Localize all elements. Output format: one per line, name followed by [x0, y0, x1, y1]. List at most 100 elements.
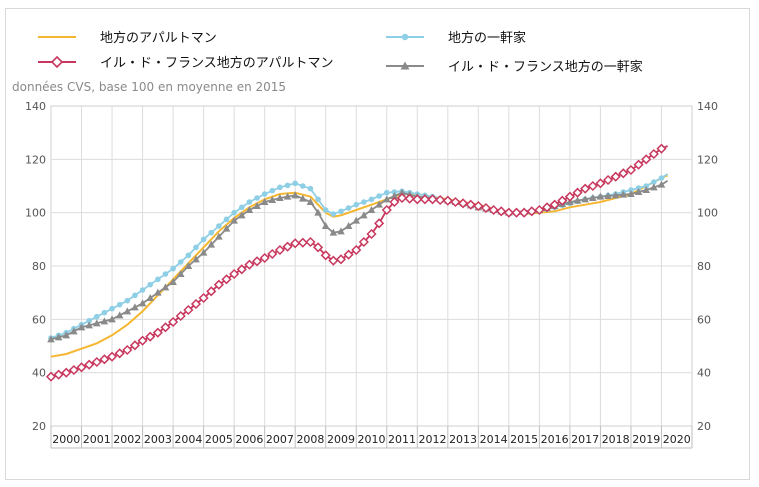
data-point-triangle	[92, 319, 101, 327]
data-point-diamond	[99, 354, 110, 365]
data-point-circle	[345, 205, 352, 211]
data-point-circle	[223, 216, 230, 223]
data-point-diamond	[366, 228, 377, 240]
data-point-circle	[292, 180, 298, 187]
data-point-diamond	[618, 168, 629, 179]
x-tick-label: 2001	[83, 433, 111, 446]
data-point-diamond	[129, 340, 141, 351]
data-point-circle	[330, 211, 337, 217]
data-point-triangle	[299, 194, 307, 202]
data-point-triangle	[382, 195, 391, 203]
data-point-diamond	[419, 194, 430, 205]
data-point-diamond	[251, 256, 263, 267]
data-point-diamond	[137, 335, 148, 346]
data-point-circle	[116, 301, 123, 308]
data-point-triangle	[321, 222, 330, 229]
data-point-triangle	[154, 288, 162, 296]
data-point-diamond	[282, 241, 293, 252]
data-point-diamond	[374, 218, 385, 229]
data-point-diamond	[175, 310, 186, 322]
data-point-triangle	[581, 195, 589, 203]
data-point-circle	[109, 305, 115, 312]
data-point-triangle	[596, 192, 605, 200]
data-point-diamond	[541, 202, 553, 213]
legend-label: 地方のアパルトマン	[100, 31, 217, 46]
data-point-circle	[338, 208, 344, 215]
y-tick-label-right: 80	[697, 260, 711, 273]
legend-item-idf-apartments: イル・ド・フランス地方のアパルトマン	[38, 52, 333, 71]
data-point-diamond	[465, 199, 476, 210]
data-point-diamond	[221, 274, 232, 285]
data-point-triangle	[276, 194, 284, 201]
x-tick-label: 2004	[174, 433, 202, 446]
data-point-diamond	[84, 359, 95, 370]
data-point-circle	[162, 271, 169, 277]
data-point-diamond	[595, 178, 606, 189]
data-point-diamond	[496, 206, 507, 217]
data-point-triangle	[115, 311, 124, 319]
data-point-diamond	[61, 367, 72, 378]
data-point-circle	[391, 189, 398, 195]
data-point-circle	[376, 193, 382, 199]
data-point-diamond	[511, 207, 522, 218]
data-point-triangle	[604, 192, 612, 199]
y-tick-label-left: 100	[25, 207, 46, 220]
data-point-circle	[658, 175, 665, 181]
data-point-triangle	[100, 317, 109, 325]
data-point-diamond	[244, 259, 255, 270]
data-point-diamond	[297, 237, 308, 248]
data-point-circle	[261, 191, 268, 197]
data-point-diamond	[198, 292, 209, 304]
y-tick-label-left: 120	[25, 153, 46, 166]
legend-label: イル・ド・フランス地方のアパルトマン	[100, 56, 334, 71]
data-point-diamond	[335, 254, 347, 265]
data-point-triangle	[344, 222, 353, 229]
x-tick-label: 2015	[510, 433, 538, 446]
data-point-diamond	[76, 362, 87, 373]
x-tick-label: 2018	[602, 433, 630, 446]
data-point-triangle	[138, 299, 147, 307]
data-point-circle	[216, 223, 222, 229]
data-point-diamond	[259, 252, 270, 264]
data-point-triangle	[367, 206, 376, 213]
data-point-triangle	[390, 192, 399, 199]
data-point-triangle	[77, 323, 86, 331]
data-point-circle	[361, 199, 367, 205]
data-point-diamond	[236, 264, 247, 275]
x-tick-label: 2012	[419, 433, 447, 446]
x-tick-label: 2013	[449, 433, 477, 446]
legend-item-idf-houses: イル・ド・フランス地方の一軒家	[386, 56, 643, 75]
data-point-triangle	[62, 331, 71, 339]
data-point-triangle	[352, 216, 361, 224]
data-point-diamond	[213, 279, 224, 290]
x-tick-label: 2020	[663, 433, 691, 446]
data-point-circle	[315, 196, 321, 203]
data-point-diamond	[53, 369, 64, 380]
data-point-triangle	[329, 228, 338, 236]
data-point-diamond	[396, 192, 408, 204]
y-tick-label-right: 100	[697, 207, 718, 220]
data-point-diamond	[427, 194, 438, 205]
data-point-circle	[231, 209, 237, 216]
y-tick-label-left: 60	[32, 313, 46, 326]
data-point-diamond	[488, 204, 499, 216]
data-point-diamond	[168, 316, 179, 328]
data-point-triangle	[169, 278, 177, 285]
data-point-diamond	[534, 204, 545, 216]
data-point-circle	[284, 182, 291, 189]
y-tick-label-left: 80	[32, 260, 46, 273]
data-point-triangle	[131, 303, 139, 311]
data-point-triangle	[70, 327, 78, 335]
data-point-diamond	[122, 344, 133, 356]
x-tick-label: 2019	[632, 433, 660, 446]
data-point-diamond	[549, 199, 560, 210]
data-point-circle	[86, 317, 92, 324]
data-point-diamond	[45, 371, 57, 382]
data-point-circle	[155, 276, 161, 283]
data-point-triangle	[650, 183, 658, 191]
data-point-diamond	[458, 198, 469, 209]
data-point-triangle	[398, 188, 406, 196]
data-point-diamond	[412, 194, 423, 205]
data-point-circle	[200, 236, 207, 243]
y-tick-label-left: 20	[32, 420, 46, 433]
